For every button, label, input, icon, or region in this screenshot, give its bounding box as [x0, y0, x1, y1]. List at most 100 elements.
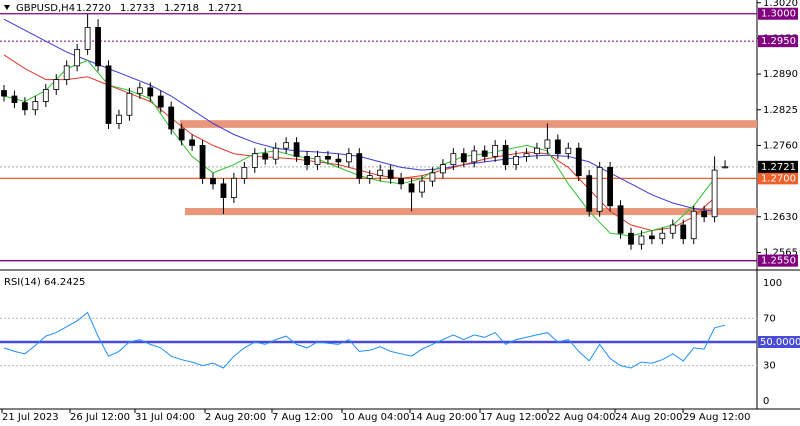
- candle-body: [105, 65, 112, 124]
- menu-arrow[interactable]: [4, 5, 10, 10]
- candle-body: [429, 172, 436, 182]
- candle-body: [272, 147, 279, 160]
- candle-body: [21, 102, 28, 111]
- candle-body: [471, 150, 478, 163]
- candle-body: [335, 158, 342, 163]
- rsi-title: RSI(14) 64.2425: [4, 277, 85, 288]
- time-label: 31 Jul 04:00: [135, 412, 195, 423]
- time-label: 29 Aug 12:00: [683, 412, 750, 423]
- level-label: 1.2721: [761, 162, 796, 173]
- candle-body: [722, 166, 728, 169]
- time-label: 7 Aug 12:00: [272, 412, 333, 423]
- candle-body: [325, 156, 331, 160]
- candle-body: [230, 177, 237, 198]
- candle-body: [607, 166, 613, 207]
- candle-body: [220, 183, 227, 198]
- candle-body: [283, 142, 290, 149]
- level-label-bg: [758, 254, 798, 267]
- y-tick-label: 1.2565: [763, 247, 798, 258]
- candle-body: [168, 106, 175, 130]
- time-label: 22 Aug 04:00: [548, 412, 615, 423]
- level-label: 1.2700: [761, 173, 796, 184]
- header-high: 1.2733: [120, 3, 155, 14]
- candle-body: [586, 175, 593, 212]
- candle-body: [314, 156, 321, 166]
- candle-body: [481, 150, 488, 157]
- candle-body: [680, 224, 687, 240]
- level-label: 1.2950: [761, 36, 796, 47]
- candle-body: [11, 95, 18, 104]
- candle-body: [366, 175, 373, 179]
- time-label: 26 Jul 12:00: [70, 412, 130, 423]
- candle-body: [377, 169, 384, 177]
- level-label-bg: [758, 7, 798, 20]
- candle-body: [565, 147, 572, 155]
- candle-body: [544, 139, 551, 149]
- level-label-bg: [758, 172, 798, 185]
- time-label: 24 Aug 20:00: [615, 412, 682, 423]
- candle-body: [63, 65, 70, 80]
- candle-body: [690, 210, 697, 240]
- candle-body: [210, 177, 216, 185]
- rsi-tick-label: 70: [763, 313, 776, 324]
- candle-body: [408, 183, 415, 193]
- candle-body: [398, 177, 405, 185]
- candle-body: [241, 166, 248, 179]
- candle-body: [199, 145, 206, 179]
- y-tick-label: 1.3020: [763, 0, 798, 9]
- candle-body: [136, 87, 143, 94]
- candle-body: [492, 145, 499, 157]
- level-label-bg: [758, 35, 798, 48]
- rsi-level-label-bg: [758, 336, 800, 348]
- candle-body: [450, 153, 457, 166]
- header-low: 1.2718: [164, 3, 199, 14]
- y-tick-label: 1.2890: [763, 69, 798, 80]
- candle-body: [74, 48, 81, 67]
- candle-body: [638, 235, 645, 245]
- time-label: 21 Jul 2023: [2, 412, 59, 423]
- header-close: 1.2721: [208, 3, 243, 14]
- candle-body: [95, 27, 101, 67]
- candle-body: [126, 92, 133, 116]
- time-label: 10 Aug 04:00: [342, 412, 409, 423]
- candle-body: [116, 114, 122, 124]
- candle-body: [659, 232, 666, 240]
- rsi-tick-label: 30: [763, 361, 776, 372]
- level-label: 1.3000: [761, 9, 796, 20]
- zone: [180, 120, 757, 128]
- candle-body: [628, 232, 634, 245]
- rsi-tick-label: 0: [763, 396, 769, 407]
- candle-body: [534, 147, 540, 155]
- level-label: 1.2550: [761, 256, 796, 267]
- candle-body: [669, 224, 676, 234]
- candle-body: [387, 169, 394, 179]
- zone: [185, 207, 757, 216]
- candle-body: [596, 166, 603, 212]
- rsi-line: [3, 311, 726, 369]
- candle-body: [419, 180, 425, 193]
- candle-body: [617, 205, 624, 234]
- candle-body: [32, 101, 39, 111]
- y-tick-label: 1.2825: [763, 105, 798, 116]
- candle-body: [460, 153, 467, 163]
- time-label: 17 Aug 12:00: [480, 412, 547, 423]
- candle-body: [189, 139, 196, 146]
- candle-body: [513, 156, 519, 166]
- y-tick-label: 1.2760: [763, 140, 798, 151]
- candle-body: [575, 147, 582, 177]
- y-tick-label: 1.2630: [763, 212, 798, 223]
- candle-body: [84, 27, 91, 50]
- candle-body: [251, 153, 258, 168]
- header-open: 1.2720: [76, 3, 111, 14]
- rsi-level-label: 50.0000: [760, 337, 800, 348]
- candle-body: [356, 153, 363, 179]
- time-label: 14 Aug 20:00: [410, 412, 477, 423]
- candle-body: [502, 145, 509, 166]
- candle-body: [304, 156, 310, 166]
- candle-body: [178, 128, 185, 141]
- candle-body: [523, 153, 530, 157]
- candle-body: [1, 90, 7, 97]
- candle-body: [53, 79, 60, 90]
- candle-body: [439, 164, 446, 174]
